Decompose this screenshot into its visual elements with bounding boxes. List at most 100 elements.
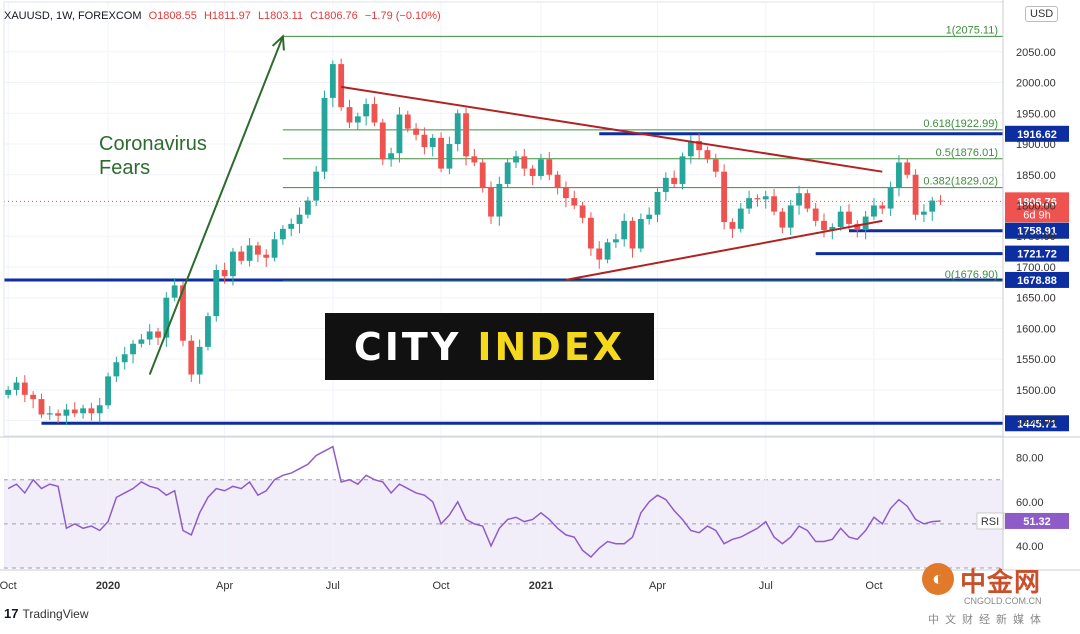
time-tick-label: Jul <box>326 580 340 592</box>
candle-body <box>687 140 694 157</box>
tradingview-branding[interactable]: 17 TradingView <box>4 606 89 621</box>
candle-body <box>446 144 453 169</box>
candle-body <box>704 150 711 160</box>
candle-body <box>621 220 628 240</box>
candle-body <box>879 205 886 209</box>
triangle-lower-line <box>565 219 883 281</box>
candle-body <box>604 242 611 260</box>
level-price-tag <box>1005 415 1069 432</box>
level-price-label: 1916.62 <box>1017 129 1057 141</box>
time-tick-label: Oct <box>0 580 17 592</box>
candle-body <box>46 413 53 415</box>
price-tick-label: 1800.00 <box>1016 200 1056 212</box>
candle-body <box>846 211 852 224</box>
candle-body <box>71 409 78 414</box>
candle-body <box>587 217 594 249</box>
annotation-line-1: Coronavirus <box>99 133 207 155</box>
candle-body <box>887 187 894 209</box>
candle-body <box>662 177 669 192</box>
time-tick-label: Jul <box>759 580 773 592</box>
tradingview-icon: 17 <box>4 606 19 621</box>
last-price-tag <box>1005 192 1069 223</box>
candle-body <box>254 245 261 255</box>
candle-body <box>679 156 686 184</box>
candle-body <box>837 211 844 227</box>
candle-body <box>463 113 469 157</box>
watermark-url: CNGOLD.COM.CN <box>964 596 1042 606</box>
cngold-watermark: ◐ 中金网 CNGOLD.COM.CN 中文财经新媒体 <box>920 560 1070 630</box>
candle-body <box>929 200 936 212</box>
symbol-header: XAUUSD, 1W, FOREXCOM O1808.55 H1811.97 L… <box>4 10 445 22</box>
candle-body <box>38 399 45 415</box>
candle-body <box>804 193 811 209</box>
time-tick-label: 2020 <box>96 580 120 592</box>
watermark-name: 中金网 <box>960 568 1042 598</box>
candle-body <box>221 270 228 277</box>
candle-body <box>21 382 28 395</box>
candle-body <box>113 362 120 377</box>
candle-body <box>288 223 295 229</box>
time-tick-label: Oct <box>865 580 882 592</box>
price-tick-label: 2050.00 <box>1016 47 1056 59</box>
candle-body <box>596 248 603 260</box>
fib-level-label: 0.5(1876.01) <box>936 147 998 159</box>
candle-body <box>338 64 345 108</box>
price-tick-label: 1700.00 <box>1016 262 1056 274</box>
candle-body <box>238 251 245 261</box>
candle-body <box>329 64 336 98</box>
rsi-name-tag <box>976 512 1005 530</box>
candle-body <box>413 128 420 135</box>
candle-body <box>454 113 461 145</box>
candle-body <box>271 239 278 258</box>
rsi-tick-label: 60.00 <box>1016 497 1044 509</box>
low-value: L1803.11 <box>257 10 304 22</box>
level-price-label: 1758.91 <box>1017 226 1057 238</box>
candle-body <box>904 162 911 175</box>
candle-body <box>121 354 128 363</box>
candle-body <box>654 191 661 215</box>
candle-body <box>920 211 927 215</box>
candle-body <box>754 198 761 200</box>
candle-body <box>896 162 902 188</box>
tradingview-label: TradingView <box>22 606 89 621</box>
candle-body <box>787 205 794 228</box>
candles-group <box>5 58 944 425</box>
candle-body <box>279 228 286 240</box>
logo-word-city: CITY <box>353 324 462 369</box>
horizontal-levels-group: 1916.62 1758.91 1721.72 1678.88 1445.71 1(207… <box>4 24 1069 432</box>
candle-body <box>504 162 511 184</box>
candle-body <box>5 389 12 395</box>
candle-body <box>488 187 494 217</box>
fib-level-label: 1(2075.11) <box>946 24 998 36</box>
candle-body <box>554 174 561 188</box>
rsi-name-label: RSI <box>981 516 999 528</box>
candle-body <box>671 177 678 184</box>
candle-body <box>30 394 37 400</box>
candle-body <box>779 211 786 228</box>
price-tick-label: 1900.00 <box>1016 139 1056 151</box>
candle-body <box>155 331 161 338</box>
price-tick-label: 1650.00 <box>1016 293 1056 305</box>
level-price-label: 1445.71 <box>1017 418 1057 430</box>
level-price-tag <box>1005 125 1069 142</box>
candle-body <box>854 223 861 231</box>
currency-button[interactable]: USD <box>1025 6 1059 22</box>
candle-body <box>296 214 303 224</box>
candle-body <box>521 156 528 169</box>
trend-arrow-head <box>271 34 285 51</box>
price-tick-label: 1450.00 <box>1016 416 1056 428</box>
time-tick-label: Apr <box>216 580 233 592</box>
annotation-text: Coronavirus Fears <box>99 132 207 180</box>
candle-body <box>55 413 62 416</box>
rsi-group: RSI 51.32 <box>7 445 1069 558</box>
close-value: C1806.76 <box>310 10 358 22</box>
candle-body <box>63 409 70 416</box>
city-index-logo: CITY INDEX <box>325 313 654 380</box>
candle-body <box>712 159 719 172</box>
price-tick-label: 1550.00 <box>1016 354 1056 366</box>
grid-group <box>4 2 1003 568</box>
time-tick-label: 2021 <box>529 580 553 592</box>
candle-body <box>871 205 877 217</box>
candle-body <box>912 174 919 215</box>
